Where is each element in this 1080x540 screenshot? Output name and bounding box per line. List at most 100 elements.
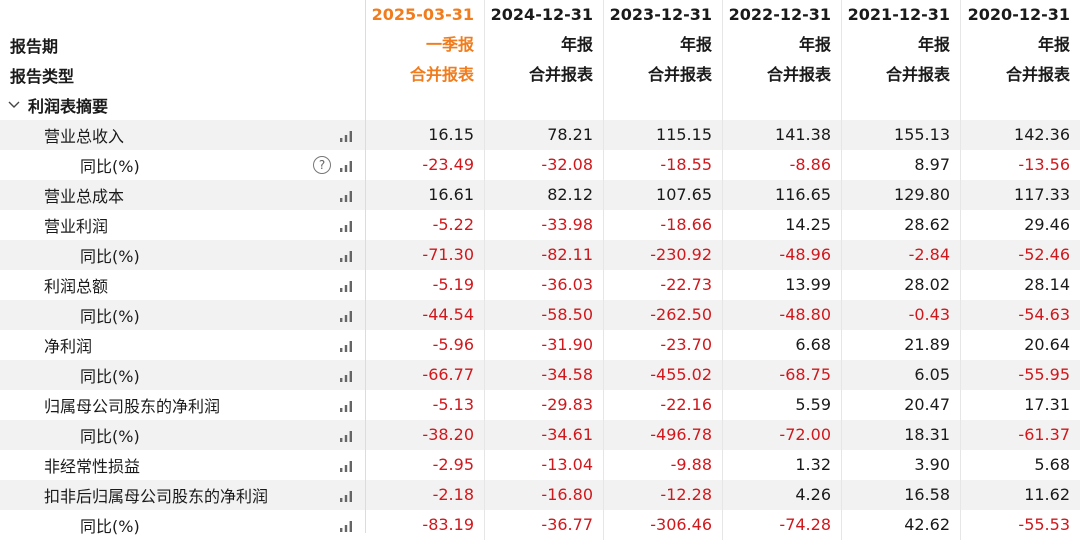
value-cell: 13.99 [723,270,842,300]
type-label: 报告类型 [10,67,75,86]
bar-chart-icon[interactable] [339,368,353,382]
value-rows: 16.15 78.21 115.15 141.38 155.13 142.36 -23.49… [366,120,1080,540]
section-header[interactable]: 利润表摘要 [0,90,365,120]
row-label: 营业总成本 [44,187,125,206]
value-cell: 82.12 [485,180,604,210]
header-spacer [0,0,365,30]
value-cell: -16.80 [485,480,604,510]
value-cell: -31.90 [485,330,604,360]
value-cell: 5.68 [1034,455,1070,474]
row-label: 营业总收入 [44,127,125,146]
value-cell: 29.46 [1024,215,1070,234]
value-cell: -0.43 [842,300,961,330]
bar-chart-icon[interactable] [339,398,353,412]
row-label: 净利润 [44,337,93,356]
bar-chart-icon[interactable] [339,458,353,472]
row-icons [339,120,353,150]
bar-chart-icon[interactable] [339,308,353,322]
value-cell: 129.80 [842,180,961,210]
row-icons [339,420,353,450]
chevron-down-icon[interactable] [8,98,22,112]
value-cell: -262.50 [604,300,723,330]
table-row: -23.49 -32.08 -18.55 -8.86 8.97 -13.56 [366,150,1080,180]
help-circle-icon[interactable]: ? [313,156,331,174]
value-cell: 4.26 [723,480,842,510]
table-row-label: 同比(%) [0,360,365,390]
table-row-label: 营业总收入 [0,120,365,150]
value-cell: -34.58 [485,360,604,390]
row-icons [339,330,353,360]
value-cell: -5.96 [366,330,485,360]
value-cell: -2.95 [366,450,485,480]
type-header-row: 合并报表 合并报表 合并报表 合并报表 合并报表 合并报表 [366,60,1080,90]
bar-chart-icon[interactable] [339,188,353,202]
value-cell: -18.66 [604,210,723,240]
table-row: -5.13 -29.83 -22.16 5.59 20.47 17.31 [366,390,1080,420]
value-cell: 20.64 [1024,335,1070,354]
value-cell: -33.98 [485,210,604,240]
value-cell: 21.89 [842,330,961,360]
value-cell: 142.36 [1014,125,1070,144]
period-header-4: 年报 [842,30,961,60]
row-header-panel: 报告期 报告类型 利润表摘要 营业总收入 同比(%)? 营业总成本 营业利润 同比(%)… [0,0,366,536]
row-icons: ? [313,150,353,180]
value-cell: 141.38 [723,120,842,150]
value-cell: -29.83 [485,390,604,420]
value-cell: 5.59 [723,390,842,420]
value-cell: -22.73 [604,270,723,300]
period-header-row: 一季报 年报 年报 年报 年报 年报 [366,30,1080,60]
date-header-1: 2024-12-31 [485,0,604,30]
value-cell: 28.02 [842,270,961,300]
bar-chart-icon[interactable] [339,338,353,352]
table-row: -2.18 -16.80 -12.28 4.26 16.58 11.62 [366,480,1080,510]
value-cell: -61.37 [1018,425,1070,444]
value-cell: -496.78 [604,420,723,450]
row-label: 同比(%) [80,247,140,266]
value-cell: 18.31 [842,420,961,450]
bar-chart-icon[interactable] [339,128,353,142]
value-cell: -83.19 [366,510,485,540]
row-icons [339,270,353,300]
bar-chart-icon[interactable] [339,218,353,232]
table-row-label: 净利润 [0,330,365,360]
period-label-row: 报告期 [0,30,365,60]
value-cell: -5.19 [366,270,485,300]
value-cell: -32.08 [485,150,604,180]
table-row: -5.19 -36.03 -22.73 13.99 28.02 28.14 [366,270,1080,300]
value-cell: -52.46 [1018,245,1070,264]
table-row-label: 扣非后归属母公司股东的净利润 [0,480,365,510]
row-label: 同比(%) [80,427,140,446]
table-row-label: 同比(%)? [0,150,365,180]
value-cell: -72.00 [723,420,842,450]
period-label: 报告期 [10,37,59,56]
bar-chart-icon[interactable] [339,278,353,292]
bar-chart-icon[interactable] [339,428,353,442]
table-row: -44.54 -58.50 -262.50 -48.80 -0.43 -54.63 [366,300,1080,330]
value-cell: 78.21 [485,120,604,150]
value-cell: -455.02 [604,360,723,390]
table-row: -83.19 -36.77 -306.46 -74.28 42.62 -55.53 [366,510,1080,540]
section-spacer-row [366,90,1080,120]
row-icons [339,300,353,330]
data-panel: 2025-03-31 2024-12-31 2023-12-31 2022-12-31… [366,0,1080,540]
bar-chart-icon[interactable] [339,158,353,172]
period-header-5: 年报 [1037,35,1070,54]
bar-chart-icon[interactable] [339,248,353,262]
row-label: 归属母公司股东的净利润 [44,397,221,416]
date-header-2: 2023-12-31 [604,0,723,30]
period-header-1: 年报 [485,30,604,60]
value-cell: 20.47 [842,390,961,420]
value-cell: 1.32 [723,450,842,480]
table-row: -71.30 -82.11 -230.92 -48.96 -2.84 -52.46 [366,240,1080,270]
table-row-label: 归属母公司股东的净利润 [0,390,365,420]
value-cell: -5.13 [366,390,485,420]
value-cell: 155.13 [842,120,961,150]
value-cell: 14.25 [723,210,842,240]
row-icons [339,510,353,540]
value-cell: -18.55 [604,150,723,180]
bar-chart-icon[interactable] [339,488,353,502]
bar-chart-icon[interactable] [339,518,353,532]
row-icons [339,450,353,480]
value-cell: 116.65 [723,180,842,210]
